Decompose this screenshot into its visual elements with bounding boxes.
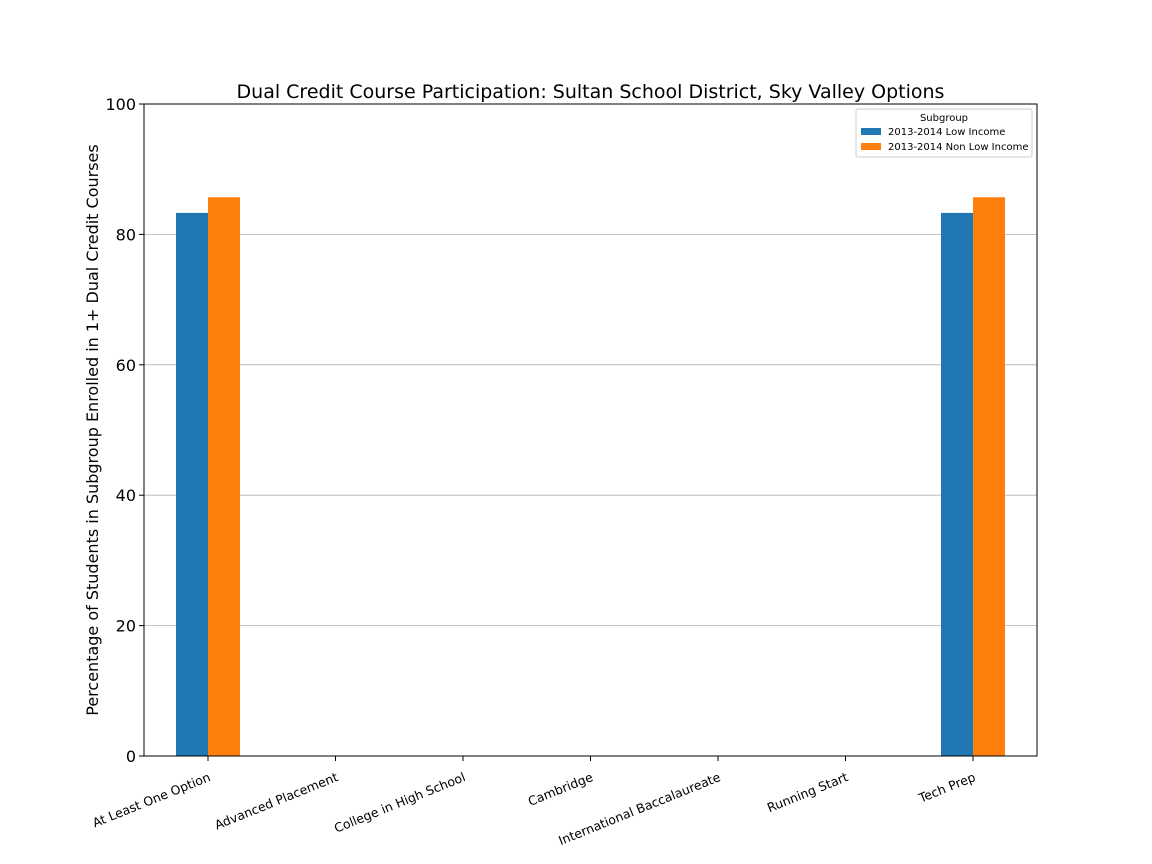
chart-title: Dual Credit Course Participation: Sultan… [237,81,945,103]
y-tick-label: 20 [116,617,136,636]
bar [208,197,240,757]
y-tick-label: 0 [126,747,136,766]
legend-title: Subgroup [920,113,968,124]
plot-frame [143,103,1038,757]
legend-entry: 2013-2014 Non Low Income [888,142,1028,153]
x-tick-label: Cambridge [526,769,596,809]
legend-entry: 2013-2014 Low Income [888,127,1005,138]
y-tick-label: 100 [105,95,136,114]
legend-swatch [861,128,881,135]
x-tick-label: Running Start [765,769,850,815]
y-tick-label: 80 [116,225,136,244]
y-axis-ticks: 0 20 40 60 80 100 [105,95,144,766]
legend-swatch [861,143,881,150]
y-axis-label: Percentage of Students in Subgroup Enrol… [83,144,102,715]
x-tick-label: Tech Prep [916,769,978,806]
bars [176,197,1005,757]
gridlines [144,233,1037,626]
y-tick-label: 40 [116,486,136,505]
x-tick-label: College in High School [332,769,468,835]
bar [176,212,208,756]
legend-box [855,108,1033,158]
bar [973,197,1005,757]
y-tick-label: 60 [116,356,136,375]
x-tick-label: At Least One Option [90,769,212,830]
x-axis-ticks: At Least One Option Advanced PlacementCol… [90,756,978,848]
bar [941,212,973,756]
x-tick-label: Advanced Placement [212,769,340,832]
legend: Subgroup 2013-2014 Low Income 2013-2014 N… [855,108,1033,158]
